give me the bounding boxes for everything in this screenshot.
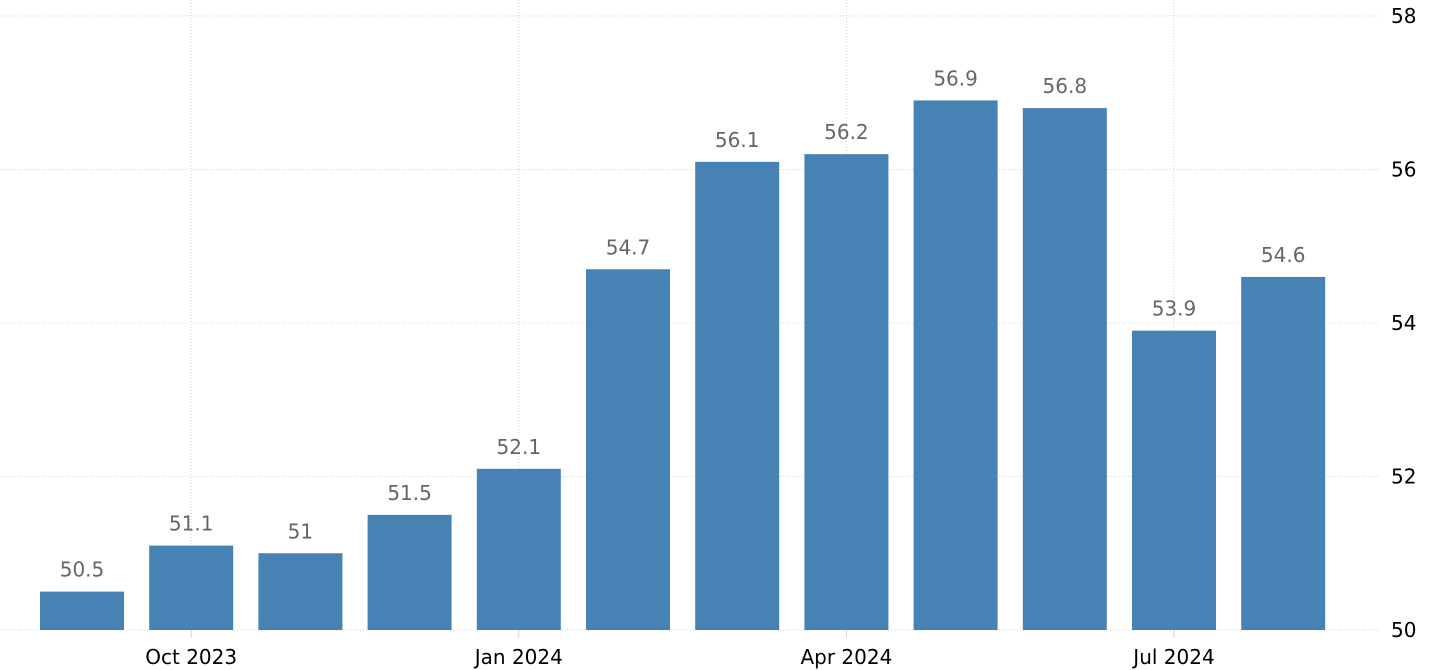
data-label: 56.1	[715, 128, 760, 152]
x-tick-label: Apr 2024	[800, 645, 892, 669]
y-tick-label: 52	[1391, 465, 1416, 489]
bar	[367, 514, 452, 630]
x-tick-label: Jul 2024	[1131, 645, 1214, 669]
y-tick-label: 56	[1391, 158, 1416, 182]
data-label: 53.9	[1152, 297, 1197, 321]
data-label: 51.5	[387, 481, 432, 505]
x-axis: Oct 2023 Jan 2024 Apr 2024 Jul 2024	[145, 630, 1215, 669]
data-label: 54.7	[606, 235, 651, 259]
x-tick-label: Oct 2023	[145, 645, 237, 669]
data-label: 51.1	[169, 512, 214, 536]
bar	[1132, 330, 1216, 630]
bar	[258, 553, 343, 630]
bars	[40, 100, 1326, 631]
bar	[149, 545, 234, 630]
y-tick-label: 50	[1391, 618, 1416, 642]
data-label: 54.6	[1261, 243, 1306, 267]
data-label: 52.1	[497, 435, 542, 459]
x-tick-label: Jan 2024	[473, 645, 563, 669]
data-label: 56.2	[824, 120, 869, 144]
y-tick-label: 58	[1391, 4, 1416, 28]
bar	[40, 591, 124, 630]
data-label: 50.5	[60, 558, 105, 582]
data-label: 51	[288, 519, 313, 543]
bar	[1022, 108, 1107, 631]
data-label: 56.8	[1043, 74, 1088, 98]
data-label: 56.9	[933, 66, 978, 90]
y-axis: 50 52 54 56 58	[1391, 4, 1416, 642]
bar	[804, 154, 889, 630]
bar	[1241, 276, 1326, 630]
data-labels: 50.5 51.1 51 51.5 52.1 54.7 56.1 56.2 56.9 56.8 53…	[60, 66, 1306, 581]
y-tick-label: 54	[1391, 311, 1416, 335]
bar	[476, 468, 561, 630]
bar	[913, 100, 998, 631]
bar	[586, 269, 670, 630]
bar	[695, 161, 780, 630]
